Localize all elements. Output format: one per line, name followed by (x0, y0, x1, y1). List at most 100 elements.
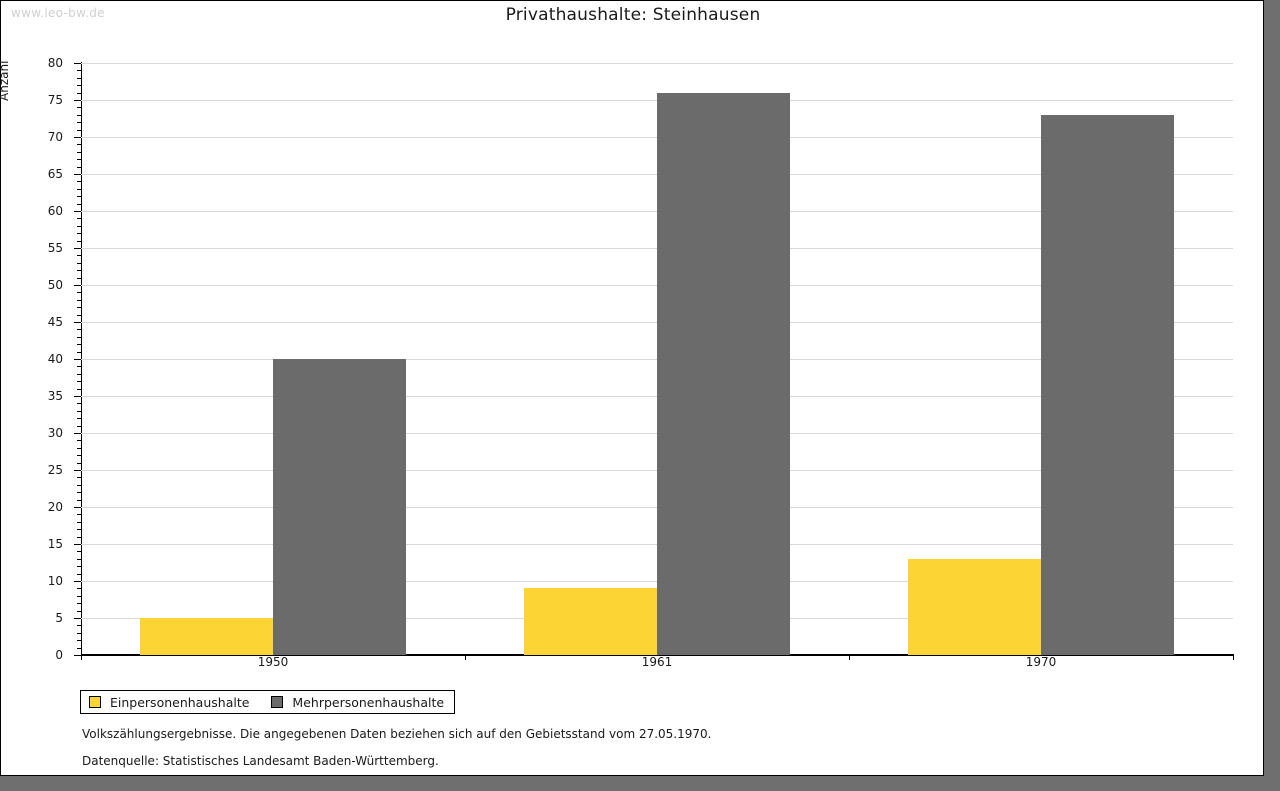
x-axis-tick-label-1970: 1970 (1025, 655, 1057, 669)
y-axis-tick-minor (77, 447, 81, 449)
y-axis-tick-minor (77, 536, 81, 538)
y-axis-tick-minor (77, 255, 81, 257)
bar-1961-multi (657, 92, 790, 655)
y-axis-tick-major: 65 (48, 167, 81, 181)
x-axis-tick (465, 654, 466, 660)
y-axis-tick-label: 25 (47, 463, 63, 477)
y-axis-tick-minor (77, 85, 81, 87)
y-axis-tick-minor (77, 77, 81, 79)
y-axis-tick-label: 20 (47, 500, 63, 514)
y-axis-tick-minor (77, 418, 81, 420)
y-axis-tick-label: 55 (47, 241, 63, 255)
y-axis-tick-minor (77, 114, 81, 116)
y-axis-tick-minor (77, 640, 81, 642)
y-axis-tick-label: 65 (47, 167, 63, 181)
y-axis-tick-minor (77, 403, 81, 405)
gridline (81, 63, 1233, 64)
y-axis-tick-minor (77, 455, 81, 457)
x-axis-tick (849, 654, 850, 660)
y-axis-tick-minor (77, 277, 81, 279)
watermark-text: www.leo-bw.de (11, 6, 105, 20)
y-axis-tick-major: 5 (55, 611, 81, 625)
y-axis-tick-minor (77, 514, 81, 516)
y-axis-tick-minor (77, 529, 81, 531)
y-axis-tick-minor (77, 159, 81, 161)
y-axis-tick-label: 0 (55, 648, 63, 662)
chart-legend: Einpersonenhaushalte Mehrpersonenhaushalt… (80, 690, 456, 714)
y-axis-tick-label: 30 (47, 426, 63, 440)
y-axis-tick-minor (77, 410, 81, 412)
y-axis-tick-major: 75 (48, 93, 81, 107)
y-axis-tick-minor (77, 366, 81, 368)
y-axis-tick-label: 70 (47, 130, 63, 144)
y-axis-tick-minor (77, 551, 81, 553)
y-axis-tick-minor (77, 188, 81, 190)
y-axis-tick-minor (77, 573, 81, 575)
y-axis-tick-minor (77, 425, 81, 427)
y-axis-tick-minor (77, 381, 81, 383)
y-axis-tick-minor (77, 203, 81, 205)
y-axis-tick-label: 10 (47, 574, 63, 588)
footnote-line-2: Datenquelle: Statistisches Landesamt Bad… (82, 754, 439, 768)
y-axis-tick-minor (77, 484, 81, 486)
y-axis-tick-minor (77, 351, 81, 353)
y-axis-tick-minor (77, 336, 81, 338)
x-axis-tick-label-1950: 1950 (257, 655, 289, 669)
y-axis-tick-label: 45 (47, 315, 63, 329)
y-axis-tick-minor (77, 521, 81, 523)
y-axis-tick-minor (77, 144, 81, 146)
y-axis-tick-minor (77, 107, 81, 109)
legend-entry-single[interactable]: Einpersonenhaushalte (89, 695, 249, 710)
y-axis-tick-minor (77, 225, 81, 227)
y-axis-tick-minor (77, 610, 81, 612)
y-axis-tick-minor (77, 122, 81, 124)
y-axis-tick-major: 30 (48, 426, 81, 440)
y-axis-tick-minor (77, 129, 81, 131)
y-axis-tick-major: 60 (48, 204, 81, 218)
y-axis-tick-major: 80 (48, 56, 81, 70)
legend-label: Einpersonenhaushalte (110, 694, 250, 710)
legend-swatch-icon (271, 696, 284, 708)
x-axis-tick (81, 654, 82, 660)
y-axis-tick-label: 15 (47, 537, 63, 551)
legend-label: Mehrpersonenhaushalte (292, 694, 445, 710)
y-axis-tick-minor (77, 240, 81, 242)
bar-1950-multi (273, 359, 406, 655)
y-axis-tick-major: 0 (55, 648, 81, 662)
plot-area: 0 5 10 15 20 25 30 35 40 45 50 55 60 65 70 75 80 (48, 56, 1233, 662)
x-axis-tick (1233, 654, 1234, 660)
y-axis-tick-minor (77, 499, 81, 501)
y-axis-tick-minor (77, 477, 81, 479)
y-axis-tick-minor (77, 632, 81, 634)
y-axis-tick-minor (77, 151, 81, 153)
y-axis-tick-minor (77, 595, 81, 597)
y-axis-tick-major: 25 (48, 463, 81, 477)
bar-1961-single (524, 588, 657, 655)
chart-title: Privathaushalte: Steinhausen (505, 5, 761, 25)
y-axis-tick-major: 40 (48, 352, 81, 366)
chart-canvas: www.leo-bw.de Privathaushalte: Steinhaus… (0, 0, 1264, 776)
y-axis-tick-label: 50 (47, 278, 63, 292)
y-axis-tick-minor (77, 566, 81, 568)
y-axis-tick-label: 40 (47, 352, 63, 366)
legend-entry-multi[interactable]: Mehrpersonenhaushalte (271, 695, 444, 710)
y-axis-tick-minor (77, 181, 81, 183)
y-axis-tick-minor (77, 299, 81, 301)
y-axis-tick-label: 5 (55, 611, 63, 625)
y-axis-tick-label: 75 (47, 93, 63, 107)
y-axis-tick-minor (77, 92, 81, 94)
y-axis-tick-major: 20 (48, 500, 81, 514)
y-axis-tick-minor (77, 196, 81, 198)
y-axis-tick-minor (77, 625, 81, 627)
y-axis-tick-minor (77, 292, 81, 294)
y-axis-tick-major: 55 (48, 241, 81, 255)
y-axis-tick-minor (77, 388, 81, 390)
y-axis-tick-major: 15 (48, 537, 81, 551)
y-axis-tick-minor (77, 218, 81, 220)
x-axis-spine (81, 654, 1233, 656)
y-axis-tick-minor (77, 270, 81, 272)
y-axis-tick-minor (77, 233, 81, 235)
bar-1970-multi (1041, 114, 1174, 655)
y-axis-tick-major: 35 (48, 389, 81, 403)
y-axis-tick-minor (77, 647, 81, 649)
